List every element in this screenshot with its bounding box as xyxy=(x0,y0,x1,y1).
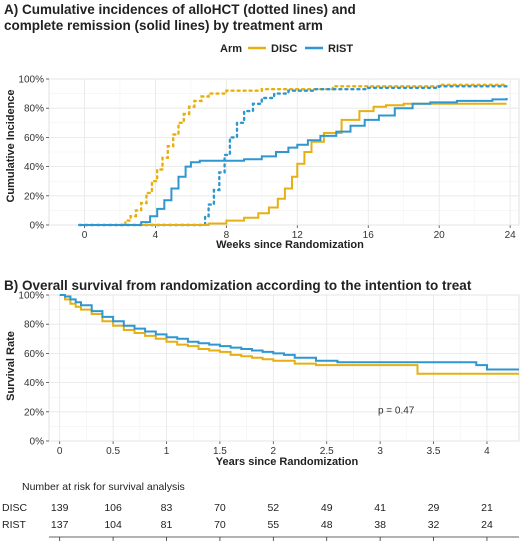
panel-a-legend: Arm DISC RIST xyxy=(220,43,353,55)
risk-cell-disc: 139 xyxy=(51,502,69,514)
risk-table-cells: 139 106 83 70 52 49 41 29 21 137 104 81 70 55 48 38 32 24 xyxy=(51,502,493,531)
risk-cell-disc: 52 xyxy=(267,502,279,514)
panel-b-y-tick-label: 20% xyxy=(24,407,44,418)
panel-b-y-tick-label: 60% xyxy=(24,349,44,360)
panel-b: B) Overall survival from randomization a… xyxy=(4,278,520,468)
panel-a-y-tick-label: 100% xyxy=(18,75,44,86)
panel-b-x-axis-label: Years since Randomization xyxy=(216,456,359,468)
risk-cell-disc: 41 xyxy=(374,502,386,514)
panel-b-x-tick-label: 4 xyxy=(484,446,490,457)
risk-cell-disc: 83 xyxy=(161,502,173,514)
risk-cell-disc: 49 xyxy=(321,502,333,514)
risk-cell-rist: 104 xyxy=(104,519,122,531)
panel-a-x-axis-label: Weeks since Randomization xyxy=(216,239,364,251)
panel-b-x-tick-label: 2 xyxy=(271,446,277,457)
panel-a-title-line2: complete remission (solid lines) by trea… xyxy=(4,18,323,33)
panel-b-series-disc xyxy=(59,294,519,375)
panel-a-y-axis-label: Cumulative Incidence xyxy=(5,89,17,202)
panel-a-series-disc-allohct xyxy=(118,83,508,227)
risk-table: Number at risk for survival analysis DIS… xyxy=(2,481,519,541)
risk-cell-disc: 106 xyxy=(104,502,122,514)
panel-b-x-tick-label: 0.5 xyxy=(106,446,120,457)
panel-b-y-tick-label: 80% xyxy=(24,320,44,331)
panel-b-x-tick-label: 3 xyxy=(377,446,383,457)
panel-b-x-tick-label: 0 xyxy=(57,446,63,457)
panel-b-plot-area: 0 0.5 1 1.5 2 2.5 3 3.5 40%20%40%60%80%100%p = 0… xyxy=(18,291,520,457)
panel-a-x-tick-label: 4 xyxy=(153,230,159,241)
panel-a-x-tick-label: 20 xyxy=(434,230,446,241)
risk-cell-rist: 24 xyxy=(481,519,493,531)
panel-a-x-tick-label: 0 xyxy=(82,230,88,241)
panel-a-plot-area: 0 4 8 12 16 20 24 0% 20% 40% 60% 80% 100% xyxy=(18,75,520,241)
risk-row-label-disc: DISC xyxy=(2,502,28,514)
legend-label-rist: RIST xyxy=(328,43,353,55)
panel-b-x-tick-label: 2.5 xyxy=(320,446,334,457)
panel-a-series-rist-complete-remission xyxy=(79,98,508,226)
panel-a-x-tick-label: 16 xyxy=(363,230,375,241)
risk-row-label-rist: RIST xyxy=(2,519,27,531)
risk-cell-rist: 137 xyxy=(51,519,69,531)
panel-b-p-value-annotation: p = 0.47 xyxy=(378,405,415,416)
panel-a-series-rist-allohct xyxy=(78,85,508,227)
panel-b-series-rist xyxy=(59,294,519,371)
panel-b-title: B) Overall survival from randomization a… xyxy=(4,278,472,293)
panel-a-x-tick-label: 12 xyxy=(292,230,304,241)
panel-b-y-axis-label: Survival Rate xyxy=(5,331,17,401)
panel-a-title: A) Cumulative incidences of alloHCT (dot… xyxy=(4,2,356,17)
panel-a-y-tick-label: 80% xyxy=(24,104,44,115)
panel-a-series-disc-complete-remission xyxy=(79,102,507,226)
panel-b-y-tick-label: 100% xyxy=(18,291,44,302)
panel-b-x-tick-label: 3.5 xyxy=(427,446,441,457)
risk-cell-rist: 48 xyxy=(321,519,333,531)
panel-a-x-tick-label: 24 xyxy=(505,230,517,241)
risk-cell-disc: 21 xyxy=(481,502,493,514)
risk-cell-disc: 70 xyxy=(214,502,226,514)
risk-cell-rist: 32 xyxy=(428,519,440,531)
risk-cell-rist: 55 xyxy=(267,519,279,531)
risk-cell-rist: 38 xyxy=(374,519,386,531)
panel-b-x-tick-label: 1.5 xyxy=(213,446,227,457)
risk-table-title: Number at risk for survival analysis xyxy=(22,481,185,493)
panel-b-y-tick-label: 40% xyxy=(24,378,44,389)
panel-a-x-tick-label: 8 xyxy=(224,230,230,241)
legend-title: Arm xyxy=(220,43,242,55)
panel-a-y-tick-label: 0% xyxy=(30,221,45,232)
risk-cell-rist: 81 xyxy=(161,519,173,531)
legend-label-disc: DISC xyxy=(271,43,297,55)
panel-b-y-tick-label: 0% xyxy=(30,437,45,448)
panel-a-y-tick-label: 20% xyxy=(24,191,44,202)
risk-cell-disc: 29 xyxy=(428,502,440,514)
panel-a: A) Cumulative incidences of alloHCT (dot… xyxy=(4,2,520,251)
risk-cell-rist: 70 xyxy=(214,519,226,531)
panel-b-x-tick-label: 1 xyxy=(164,446,170,457)
risk-table-axis xyxy=(49,536,519,541)
panel-a-y-tick-label: 40% xyxy=(24,162,44,173)
panel-a-y-tick-label: 60% xyxy=(24,133,44,144)
